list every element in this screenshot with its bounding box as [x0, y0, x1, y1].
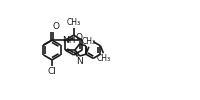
Text: NH: NH [62, 36, 76, 45]
Text: CH₃: CH₃ [96, 54, 110, 63]
Text: O: O [76, 33, 83, 42]
Text: O: O [53, 22, 60, 31]
Text: Cl: Cl [48, 68, 56, 76]
Text: CH₃: CH₃ [67, 18, 81, 27]
Text: CH₃: CH₃ [82, 37, 96, 46]
Text: N: N [76, 57, 83, 66]
